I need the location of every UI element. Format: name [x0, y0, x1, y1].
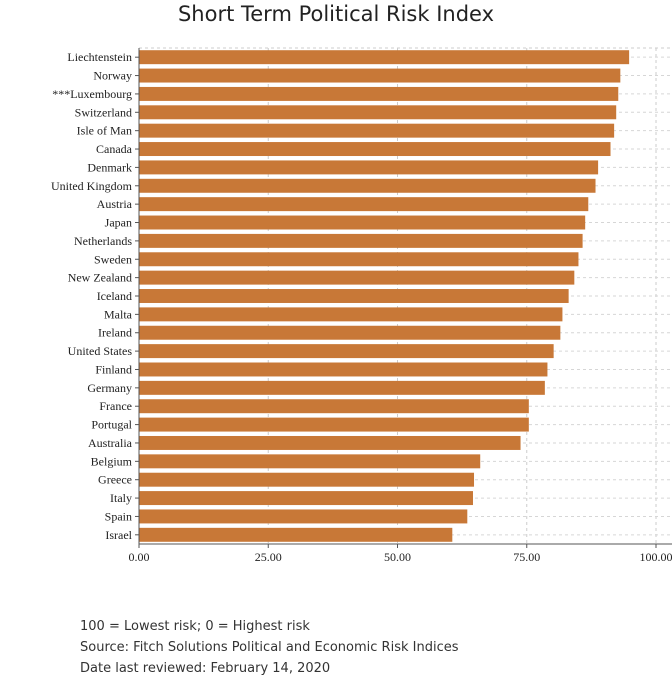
- source-note: Source: Fitch Solutions Political and Ec…: [80, 640, 459, 655]
- x-tick-label: 50.00: [384, 550, 411, 564]
- category-label: Israel: [105, 528, 132, 542]
- category-label: Switzerland: [75, 105, 132, 119]
- bar: [139, 325, 561, 340]
- category-label: Italy: [110, 491, 132, 505]
- category-label: Ireland: [98, 326, 132, 340]
- x-tick-label: 0.00: [129, 550, 150, 564]
- x-tick-label: 75.00: [513, 550, 540, 564]
- bar: [139, 86, 619, 101]
- category-label: Japan: [105, 216, 132, 230]
- category-label: United Kingdom: [51, 179, 133, 193]
- category-label: Denmark: [87, 160, 132, 174]
- chart-title: Short Term Political Risk Index: [177, 2, 495, 26]
- category-label: Netherlands: [74, 234, 132, 248]
- bar: [139, 435, 521, 450]
- category-label: Isle of Man: [77, 124, 132, 138]
- bar: [139, 417, 529, 432]
- reviewed-note: Date last reviewed: February 14, 2020: [80, 661, 331, 676]
- category-label: Malta: [104, 307, 133, 321]
- category-label: Greece: [98, 473, 132, 487]
- category-label: Canada: [96, 142, 133, 156]
- bar: [139, 399, 529, 414]
- bar: [139, 289, 569, 303]
- bar: [139, 380, 545, 395]
- bar: [139, 105, 617, 120]
- bar: [139, 362, 548, 377]
- x-tick-label: 25.00: [255, 550, 282, 564]
- bar: [139, 491, 473, 506]
- bar: [139, 509, 468, 524]
- bar: [139, 527, 453, 542]
- category-label: Iceland: [97, 289, 132, 303]
- bar: [139, 123, 615, 138]
- bar: [139, 160, 599, 175]
- bar: [139, 233, 583, 248]
- category-label: New Zealand: [68, 271, 132, 285]
- scale-note: 100 = Lowest risk; 0 = Highest risk: [80, 619, 310, 634]
- category-label: Austria: [97, 197, 133, 211]
- category-label: Finland: [95, 362, 132, 376]
- bar: [139, 472, 475, 487]
- category-label: United States: [68, 344, 133, 358]
- category-label: Australia: [88, 436, 133, 450]
- category-label: Norway: [93, 69, 132, 83]
- category-label: Portugal: [91, 418, 132, 432]
- category-label: Belgium: [91, 454, 133, 468]
- category-label: Sweden: [94, 252, 132, 266]
- bar: [139, 270, 575, 285]
- category-label: Germany: [87, 381, 132, 395]
- bar: [139, 68, 621, 83]
- bar: [139, 454, 481, 469]
- x-tick-labels: 0.00 25.00 50.00 75.00 100.00: [129, 550, 672, 564]
- category-label: Spain: [105, 509, 132, 523]
- bar: [139, 344, 554, 359]
- category-label: Liechtenstein: [67, 50, 132, 64]
- bars: [139, 50, 630, 542]
- chart-notes: 100 = Lowest risk; 0 = Highest risk Sour…: [80, 616, 459, 679]
- bar: [139, 50, 630, 65]
- category-labels: Liechtenstein Norway ***Luxembourg Switzerl…: [51, 50, 133, 542]
- bar-chart: Liechtenstein Norway ***Luxembourg Switzerl…: [51, 47, 672, 564]
- bar: [139, 215, 586, 230]
- category-label: France: [99, 399, 132, 413]
- axes: [135, 48, 672, 548]
- x-tick-label: 100.00: [640, 550, 672, 564]
- category-label: ***Luxembourg: [52, 87, 132, 101]
- bar: [139, 197, 589, 212]
- bar: [139, 142, 611, 157]
- bar: [139, 307, 563, 322]
- bar: [139, 178, 596, 193]
- bar: [139, 252, 579, 267]
